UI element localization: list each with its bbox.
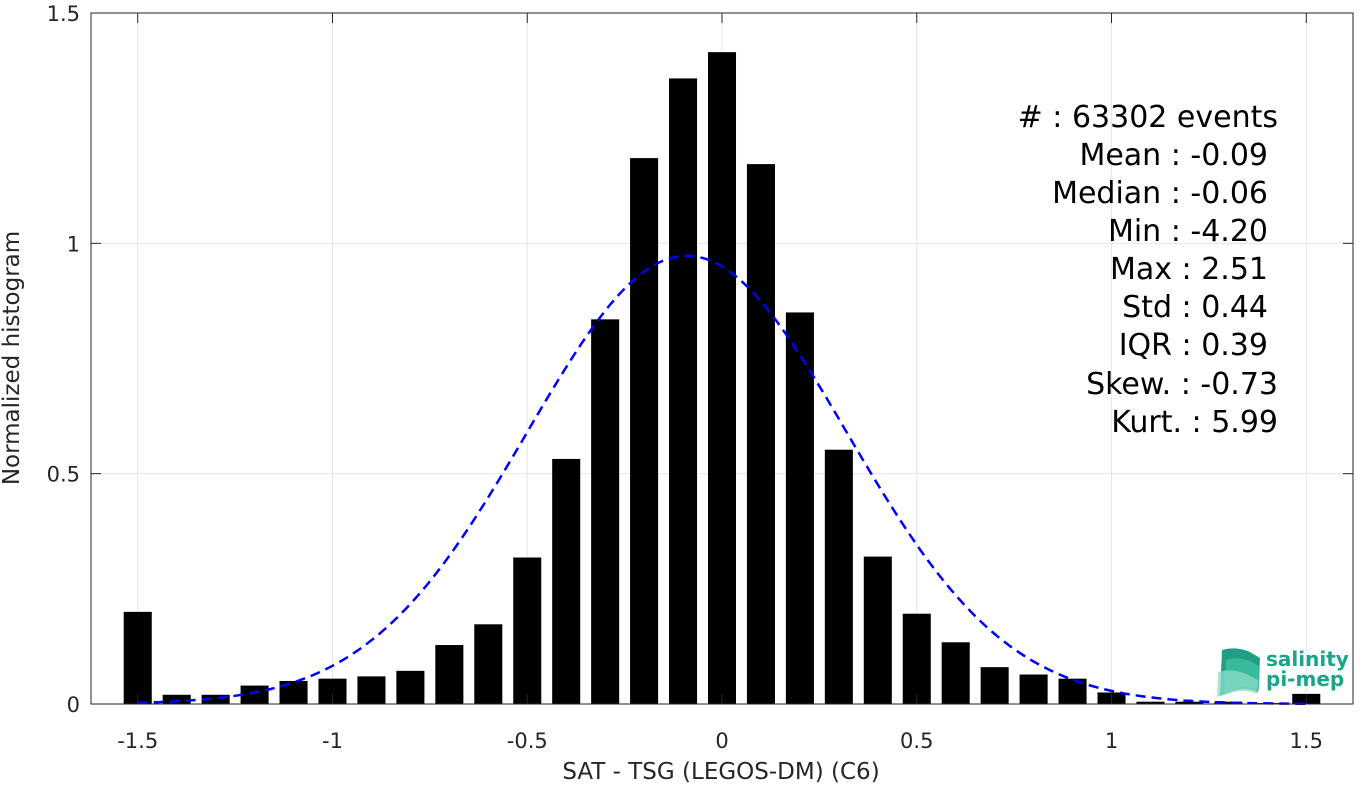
- histogram-bar: [279, 680, 308, 704]
- histogram-bar: [162, 694, 191, 704]
- stat-events: # : 63302 events: [1018, 100, 1278, 135]
- logo-text-salinity: salinity: [1266, 647, 1349, 671]
- logo-text-pimep: pi-mep: [1266, 667, 1344, 691]
- y-tick-label: 1.5: [47, 2, 80, 26]
- statistics-annotation: # : 63302 events Mean : -0.09 Median : -…: [1018, 100, 1278, 440]
- stat-std: Std : 0.44: [1122, 290, 1268, 325]
- histogram-bar: [591, 319, 620, 704]
- histogram-bar: [902, 613, 931, 704]
- histogram-bar: [240, 685, 269, 704]
- x-axis-label: SAT - TSG (LEGOS-DM) (C6): [562, 759, 879, 785]
- histogram-bar: [123, 611, 152, 704]
- x-tick-label: 1.5: [1290, 729, 1323, 753]
- histogram-bar: [824, 449, 853, 704]
- histogram-bar: [746, 164, 775, 705]
- stat-iqr: IQR : 0.39: [1119, 328, 1268, 363]
- x-tick-label: -1: [322, 729, 343, 753]
- y-tick-label: 0: [67, 693, 80, 717]
- stat-skew: Skew. : -0.73: [1086, 367, 1278, 402]
- y-axis-label: Normalized histogram: [0, 231, 25, 485]
- x-tick-label: -0.5: [507, 729, 548, 753]
- logo-wave-icon: [1217, 648, 1260, 697]
- x-tick-label: 0.5: [900, 729, 933, 753]
- y-tick-labels: 0 0.5 1 1.5: [47, 2, 80, 717]
- histogram-bar: [785, 312, 814, 704]
- histogram-bar: [1136, 701, 1165, 704]
- histogram-bar: [863, 556, 892, 704]
- histogram-bar: [669, 78, 698, 704]
- histogram-bar: [435, 645, 464, 704]
- histogram-bar: [707, 52, 737, 704]
- x-tick-label: -1.5: [117, 729, 158, 753]
- x-tick-label: 0: [715, 729, 728, 753]
- axis-ticks: [91, 12, 1353, 705]
- y-tick-label: 1: [67, 232, 80, 256]
- x-tick-label: 1: [1105, 729, 1118, 753]
- histogram-bar: [1175, 701, 1204, 704]
- stat-median: Median : -0.06: [1052, 176, 1268, 211]
- stat-max: Max : 2.51: [1110, 252, 1268, 287]
- histogram-bar: [1214, 701, 1243, 704]
- y-tick-label: 0.5: [47, 463, 80, 487]
- stat-kurt: Kurt. : 5.99: [1111, 405, 1278, 440]
- histogram-bar: [1019, 674, 1048, 704]
- histogram-bar: [513, 557, 542, 704]
- x-tick-labels: -1.5 -1 -0.5 0 0.5 1 1.5: [117, 729, 1323, 753]
- histogram-bar: [474, 624, 503, 704]
- histogram-bar: [552, 458, 581, 704]
- stat-min: Min : -4.20: [1108, 214, 1268, 249]
- salinity-pi-mep-logo: salinity pi-mep: [1217, 647, 1349, 697]
- histogram-bar: [630, 158, 659, 705]
- histogram-bar: [396, 670, 425, 704]
- histogram-bar: [201, 694, 230, 704]
- stat-mean: Mean : -0.09: [1079, 138, 1268, 173]
- histogram-bar: [980, 667, 1009, 704]
- histogram-bar: [941, 642, 970, 704]
- gaussian-fit-curve: [137, 254, 1307, 706]
- histogram-bar: [357, 676, 386, 704]
